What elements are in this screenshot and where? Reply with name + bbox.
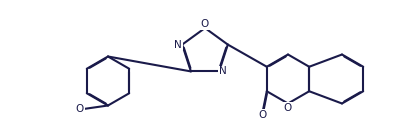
Text: O: O (284, 103, 292, 113)
Text: N: N (219, 66, 227, 76)
Text: N: N (174, 40, 182, 50)
Text: O: O (259, 110, 267, 120)
Text: O: O (201, 19, 209, 29)
Text: O: O (76, 105, 84, 114)
